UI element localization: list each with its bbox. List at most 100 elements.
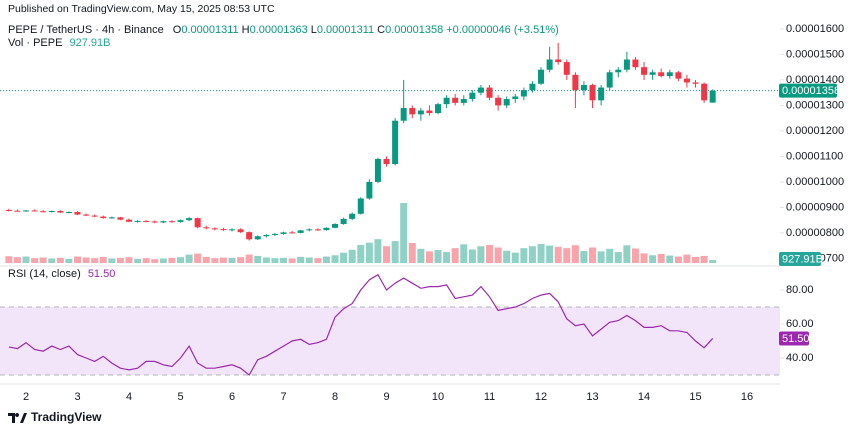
volume-bar (271, 258, 279, 263)
candle-body (289, 232, 296, 234)
candle-body (211, 228, 218, 230)
volume-bar (554, 246, 562, 263)
symbol: PEPE / TetherUS · 4h · Binance (8, 24, 164, 36)
volume-bar (13, 257, 21, 263)
volume-bar (511, 252, 519, 263)
candle-body (323, 227, 330, 231)
x-tick-label: 3 (74, 391, 80, 403)
candle-body (48, 210, 55, 213)
volume-bar (640, 253, 648, 263)
volume-bar (700, 255, 708, 263)
candle-body (237, 229, 244, 233)
volume-bar (322, 256, 330, 263)
y-tick-label: 80.00 (786, 284, 814, 296)
ohlc-value: 0.00001311 (317, 24, 374, 36)
candle-body (632, 59, 639, 68)
volume-bar (460, 244, 468, 263)
candle-body (546, 59, 553, 70)
volume-bar (468, 249, 476, 263)
volume-bar (151, 259, 159, 263)
candle-body (194, 218, 201, 228)
volume-bar (331, 255, 339, 263)
y-tick-label: 0.00000800 (786, 227, 844, 239)
x-tick-label: 11 (484, 391, 495, 403)
x-tick-label: 12 (535, 391, 547, 403)
volume-bar (22, 256, 30, 263)
volume-bar (374, 239, 382, 263)
volume-bar (254, 255, 262, 263)
candle-body (486, 87, 493, 98)
rsi-band (0, 307, 780, 376)
candle-body (366, 181, 373, 199)
volume-bar (623, 245, 631, 263)
candle-body (495, 97, 502, 106)
x-tick-label: 9 (383, 391, 389, 403)
rsi-tag-label: 51.50 (782, 333, 810, 345)
volume-bar (5, 256, 13, 263)
volume-bar (683, 254, 691, 263)
candle-body (160, 221, 167, 223)
volume-bar (365, 242, 373, 263)
volume-bar (280, 257, 288, 263)
x-tick-label: 14 (638, 391, 650, 403)
candle-body (168, 221, 175, 223)
volume-tag-label: 927.91B (782, 253, 823, 265)
candle-body (280, 232, 287, 234)
symbol-legend: PEPE / TetherUS · 4h · Binance O 0.000013… (8, 24, 559, 36)
ohlc-label: O (173, 24, 182, 36)
candle-body (392, 120, 399, 165)
candle-body (40, 211, 47, 213)
volume-bar (39, 257, 47, 263)
candle-body (383, 158, 390, 165)
x-tick-label: 7 (280, 391, 286, 403)
brand: TradingView (31, 410, 102, 424)
candle-body (555, 59, 562, 63)
volume-bar (168, 257, 176, 263)
volume-bar (383, 246, 391, 263)
candle-body (520, 90, 527, 97)
candle-body (306, 229, 313, 231)
candle-body (117, 217, 124, 220)
volume-bar (494, 247, 502, 263)
volume-bar (649, 255, 657, 263)
candle-body (246, 232, 253, 240)
volume-bar (142, 258, 150, 263)
volume-bar (674, 256, 682, 263)
y-tick-label: 0.00001100 (786, 150, 843, 162)
candle-body (143, 220, 150, 222)
volume-bar (211, 258, 219, 263)
candle-body (65, 212, 72, 214)
candle-body (91, 215, 98, 217)
volume-tag (779, 252, 821, 267)
ohlc-value: 0.00001363 (250, 24, 308, 36)
volume-bar (477, 246, 485, 263)
volume-bar (709, 260, 717, 263)
rsi-legend: RSI (14, close) 51.50 (8, 268, 115, 280)
volume-bar (91, 258, 99, 263)
y-tick-label: 0.00001400 (786, 74, 844, 86)
candle-body (177, 220, 184, 222)
candle-body (357, 198, 364, 214)
volume-bar (305, 257, 313, 263)
volume-bar (65, 258, 73, 263)
candle-body (641, 67, 648, 75)
logo-icon (8, 413, 27, 423)
candle-body (443, 97, 450, 105)
candle-body (263, 234, 270, 237)
candle-body (658, 72, 665, 77)
volume-bar (580, 251, 588, 263)
volume-bar (108, 258, 116, 263)
y-tick-label: 0.00000900 (786, 201, 844, 213)
candle-body (314, 229, 321, 231)
volume-value: 927.91B (69, 37, 110, 49)
volume-bar (74, 256, 82, 263)
candle-body (598, 87, 605, 101)
candle-body (57, 210, 64, 213)
candle-body (134, 220, 141, 222)
candle-body (435, 104, 442, 114)
candle-body (417, 110, 424, 115)
candle-body (572, 74, 579, 91)
candle-body (477, 87, 484, 93)
candle-body (254, 236, 261, 240)
volume-bar (82, 257, 90, 263)
